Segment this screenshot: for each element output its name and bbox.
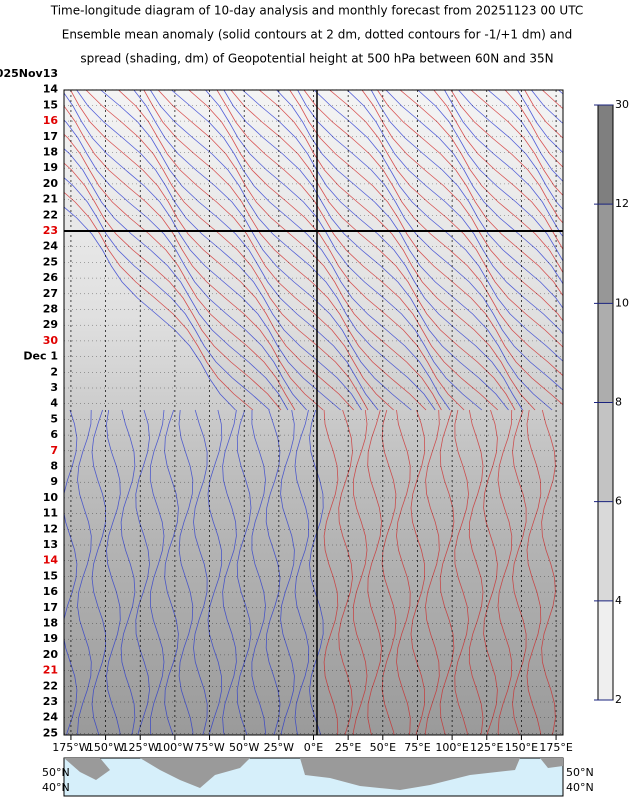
contour: [629, 90, 634, 410]
x-tick-label: 50°E: [370, 741, 396, 754]
title-line: spread (shading, dm) of Geopotential hei…: [80, 52, 553, 66]
title-line: Ensemble mean anomaly (solid contours at…: [62, 28, 573, 42]
y-tick-label: 7: [50, 444, 58, 457]
y-tick-label: 18: [43, 617, 58, 630]
y-tick-label: 14: [43, 83, 59, 96]
colorbar-band: [598, 601, 613, 700]
y-tick-label: 20: [43, 177, 59, 190]
colorbar-band: [598, 204, 613, 303]
contour: [558, 90, 634, 410]
y-tick-label: 4: [50, 397, 58, 410]
y-tick-label: 14: [43, 554, 59, 567]
y-tick-label: 25: [43, 726, 58, 739]
x-tick-label: 175°W: [52, 741, 89, 754]
y-tick-label: Dec 1: [23, 350, 58, 363]
y-tick-label: 17: [43, 601, 58, 614]
y-tick-label: 21: [43, 193, 58, 206]
y-tick-label: 12: [43, 522, 58, 535]
colorbar-band: [598, 502, 613, 601]
x-tick-label: 125°E: [470, 741, 503, 754]
x-tick-label: 100°E: [435, 741, 468, 754]
y-tick-label: 15: [43, 569, 58, 582]
y-tick-label: 19: [43, 632, 58, 645]
y-tick-label: 25: [43, 255, 58, 268]
y-tick-label: 28: [43, 303, 58, 316]
x-tick-label: 0°E: [304, 741, 323, 754]
colorbar-label: 30: [615, 98, 629, 111]
y-tick-label: 13: [43, 538, 58, 551]
y-tick-label: 11: [43, 507, 58, 520]
y-tick-label: 27: [43, 287, 58, 300]
y-tick-label: 30: [43, 334, 59, 347]
y-tick-label: 20: [43, 648, 59, 661]
colorbar-band: [598, 105, 613, 204]
y-tick-label: 19: [43, 161, 58, 174]
x-tick-label: 125°W: [122, 741, 159, 754]
lat-label: 40°N: [566, 781, 594, 794]
lat-label: 50°N: [566, 766, 594, 779]
title-line: Time-longitude diagram of 10-day analysi…: [50, 4, 583, 18]
colorbar-label: 8: [615, 396, 622, 409]
map-strip: 50°N 40°N 50°N 40°N: [42, 758, 594, 796]
lat-label: 50°N: [42, 766, 70, 779]
y-tick-label: 10: [43, 491, 59, 504]
colorbar-label: 12: [615, 197, 629, 210]
colorbar-label: 4: [615, 594, 622, 607]
y-tick-label: 23: [43, 695, 58, 708]
y-tick-label: 24: [43, 240, 59, 253]
y-tick-label: 8: [50, 460, 58, 473]
y-tick-label: 26: [43, 271, 59, 284]
y-tick-label: 16: [43, 585, 59, 598]
y-tick-label: 5: [50, 412, 58, 425]
x-tick-label: 25°W: [264, 741, 294, 754]
colorbar-label: 6: [615, 495, 622, 508]
y-tick-label: 2025Nov13: [0, 67, 58, 80]
x-tick-label: 75°W: [194, 741, 224, 754]
x-tick-label: 50°W: [229, 741, 259, 754]
y-tick-label: 17: [43, 130, 58, 143]
y-tick-label: 15: [43, 98, 58, 111]
lat-label: 40°N: [42, 781, 70, 794]
x-tick-label: 75°E: [404, 741, 430, 754]
y-tick-label: 18: [43, 146, 58, 159]
y-tick-label: 6: [50, 428, 58, 441]
colorbar-label: 2: [615, 693, 622, 706]
y-tick-label: 9: [50, 475, 58, 488]
colorbar-label: 10: [615, 296, 629, 309]
x-tick-label: 150°W: [87, 741, 124, 754]
x-tick-label: 25°E: [335, 741, 361, 754]
x-tick-label: 175°E: [539, 741, 572, 754]
y-tick-label: 22: [43, 208, 58, 221]
y-tick-label: 2: [50, 365, 58, 378]
y-tick-label: 22: [43, 679, 58, 692]
x-tick-label: 100°W: [156, 741, 193, 754]
colorbar-band: [598, 303, 613, 402]
y-tick-label: 16: [43, 114, 59, 127]
y-tick-label: 23: [43, 224, 58, 237]
y-tick-label: 3: [50, 381, 58, 394]
x-tick-label: 150°E: [505, 741, 538, 754]
y-tick-label: 29: [43, 318, 58, 331]
contour: [614, 90, 634, 410]
y-tick-label: 21: [43, 664, 58, 677]
y-tick-label: 24: [43, 711, 59, 724]
colorbar-band: [598, 403, 613, 502]
